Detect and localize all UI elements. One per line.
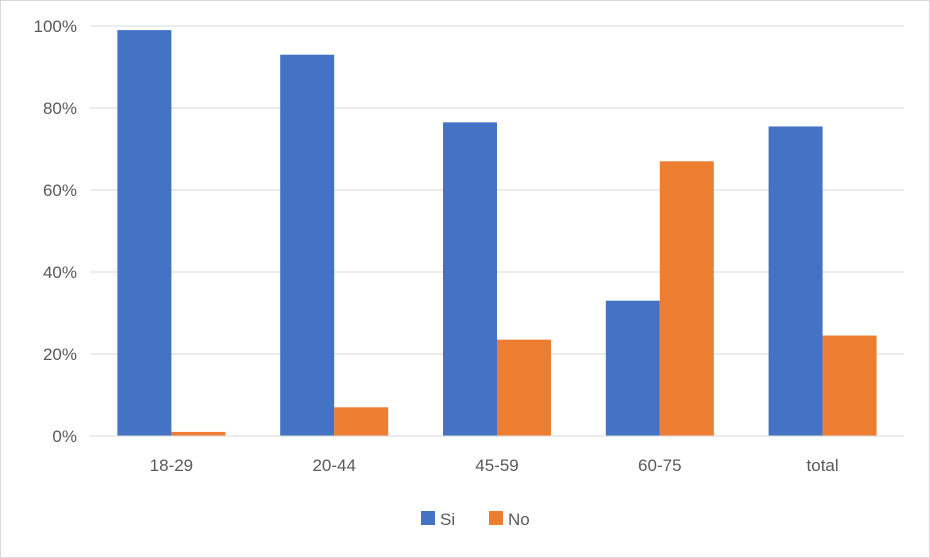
bar-no-60-75 <box>659 161 714 437</box>
y-axis-ticks: 0% 20% 40% 60% 80% 100% <box>34 17 77 446</box>
legend-label-no: No <box>508 510 530 529</box>
bar-no-20-44 <box>334 407 389 436</box>
legend-swatch-si <box>421 511 435 525</box>
y-tick-label: 60% <box>43 181 77 200</box>
x-tick-label: 60-75 <box>638 456 681 475</box>
x-axis-ticks: 18-29 20-44 45-59 60-75 total <box>150 456 839 475</box>
bar-si-18-29 <box>117 30 172 436</box>
legend: Si No <box>421 510 530 529</box>
y-tick-label: 0% <box>52 427 77 446</box>
x-tick-label: 45-59 <box>475 456 518 475</box>
bar-si-60-75 <box>605 300 660 436</box>
x-tick-label: total <box>807 456 839 475</box>
bar-no-18-29 <box>171 431 226 436</box>
y-tick-label: 40% <box>43 263 77 282</box>
bar-si-45-59 <box>443 122 497 436</box>
x-tick-label: 18-29 <box>150 456 193 475</box>
bar-no-total <box>822 335 877 436</box>
bar-si-total <box>768 126 823 436</box>
y-tick-label: 100% <box>34 17 77 36</box>
bar-si-20-44 <box>280 54 335 436</box>
bars <box>117 30 877 437</box>
legend-label-si: Si <box>440 510 455 529</box>
x-tick-label: 20-44 <box>312 456 355 475</box>
bar-no-45-59 <box>497 339 551 436</box>
y-tick-label: 80% <box>43 99 77 118</box>
y-tick-label: 20% <box>43 345 77 364</box>
legend-swatch-no <box>489 511 503 525</box>
